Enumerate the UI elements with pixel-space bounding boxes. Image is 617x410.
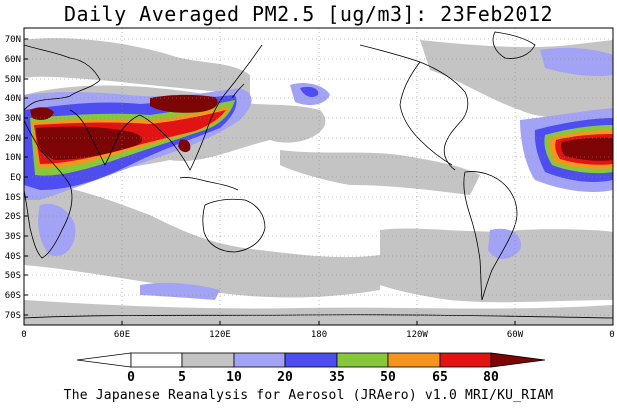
level-80-region-india-sahara	[36, 126, 143, 160]
colorbar-label-0: 0	[127, 370, 135, 385]
level-20-region-pacific	[300, 86, 319, 97]
lat-label-eq: EQ	[10, 173, 21, 183]
colorbar-overflow-triangle	[490, 352, 546, 368]
coast-australia	[202, 198, 266, 253]
colorbar-swatch-5-10	[181, 352, 235, 368]
colorbar-swatch-10-20	[233, 352, 286, 368]
level-5-region-arctic	[24, 38, 250, 95]
coast-japan	[231, 83, 245, 99]
colorbar-label-50: 50	[380, 370, 396, 385]
lon-label-60w: 60W	[507, 330, 524, 340]
lat-label-20s: 20S	[5, 212, 21, 222]
coast-arabia-india	[69, 109, 141, 166]
colorbar-label-20: 20	[277, 370, 293, 385]
lon-label-60e: 60E	[114, 330, 130, 340]
lon-label-120w: 120W	[406, 330, 428, 340]
map-title: Daily Averaged PM2.5 [ug/m3]: 23Feb2012	[63, 2, 554, 26]
level-10-region-europe	[540, 47, 613, 77]
colorbar-underflow-triangle	[76, 352, 132, 368]
colorbar-swatch-35-50	[336, 352, 389, 368]
lon-label-180: 180	[311, 330, 327, 340]
level-80-region-southeast-asia	[178, 139, 191, 153]
coast-north-america	[359, 44, 469, 171]
lon-label-120e: 120E	[209, 330, 231, 340]
lat-label-10n: 10N	[5, 153, 21, 163]
level-5-region-south-indian	[24, 180, 380, 298]
lon-label-0-left: 0	[21, 330, 26, 340]
coast-indonesia	[179, 177, 239, 191]
lon-labels: 0 60E 120E 180 120W 60W 0	[21, 330, 614, 340]
coast-south-america-west	[463, 171, 483, 301]
colorbar: 0 5 10 20 35 50 65 80	[76, 352, 546, 385]
graticule	[24, 28, 613, 325]
lat-label-20n: 20N	[5, 134, 21, 144]
coast-europe	[24, 44, 101, 111]
level-5-region-antarctic	[24, 300, 613, 325]
level-5-region-south-atlantic	[380, 228, 613, 303]
coast-africa-east	[24, 119, 73, 259]
level-80-region-east-asia	[150, 94, 218, 113]
lat-label-40s: 40S	[5, 252, 21, 262]
lat-label-40n: 40N	[5, 94, 21, 104]
coast-greenland	[492, 31, 536, 59]
colorbar-swatch-20-35	[284, 352, 338, 368]
colorbar-label-35: 35	[329, 370, 345, 385]
colorbar-swatch-65-80	[439, 352, 492, 368]
lon-label-0-right: 0	[609, 330, 614, 340]
lat-label-30s: 30S	[5, 232, 21, 242]
colorbar-label-80: 80	[483, 370, 499, 385]
lat-label-60n: 60N	[5, 55, 21, 65]
colorbar-swatch-0-5	[130, 352, 183, 368]
footer-credit: The Japanese Reanalysis for Aerosol (JRA…	[63, 388, 554, 403]
coast-north-america-west	[399, 61, 453, 166]
lat-label-50n: 50N	[5, 75, 21, 85]
colorbar-swatch-50-65	[387, 352, 441, 368]
colorbar-label-10: 10	[226, 370, 242, 385]
colorbar-label-5: 5	[178, 370, 186, 385]
lat-ticks	[24, 38, 28, 316]
coast-east-asia	[139, 44, 263, 171]
lat-label-70s: 70S	[5, 311, 21, 321]
lat-label-70n: 70N	[5, 35, 21, 45]
lat-labels: 70N 60N 50N 40N 30N 20N 10N EQ 10S 20S 3…	[5, 35, 21, 321]
concentration-field	[24, 28, 613, 325]
lat-label-10s: 10S	[5, 193, 21, 203]
level-10-region-southern-africa	[38, 203, 76, 256]
level-80-region-arabia	[30, 107, 54, 120]
lat-label-60s: 60S	[5, 291, 21, 301]
level-10-region-south-ocean	[140, 282, 220, 300]
level-5-region-tropical-pacific	[280, 150, 480, 195]
level-80-region-sahel	[561, 137, 613, 161]
lon-ticks	[121, 321, 516, 325]
colorbar-label-65: 65	[432, 370, 448, 385]
lat-label-50s: 50S	[5, 271, 21, 281]
lat-label-30n: 30N	[5, 114, 21, 124]
